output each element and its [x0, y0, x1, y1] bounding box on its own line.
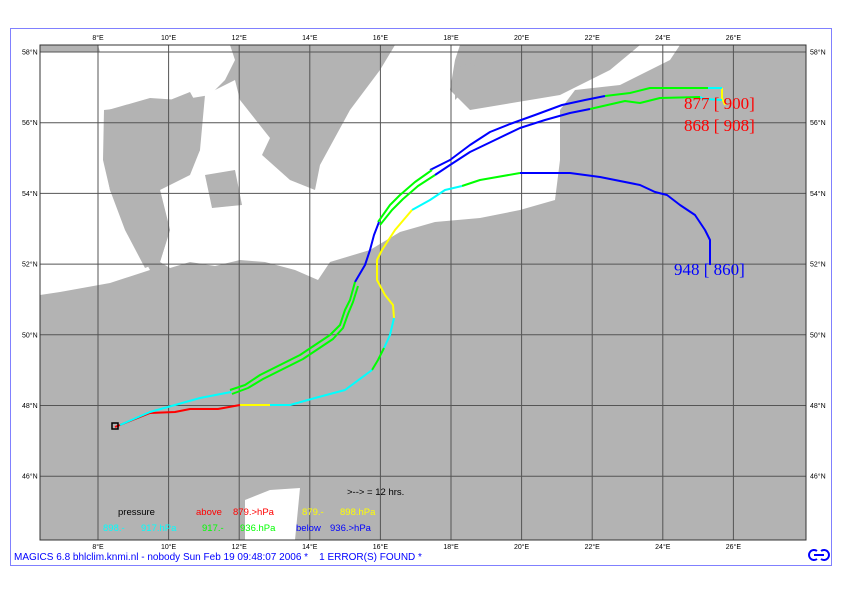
track-877-green — [604, 87, 708, 97]
lon-label-top: 20°E — [514, 34, 530, 42]
track-948-cyan3 — [270, 369, 373, 406]
lon-label-bottom: 26°E — [726, 543, 742, 551]
track-948-blue — [520, 172, 711, 265]
track-common-blue — [354, 221, 380, 283]
lat-label-left: 56°N — [22, 119, 38, 127]
lat-label-right: 52°N — [810, 261, 826, 269]
axis-labels: 8°E 8°E 10°E 10°E 12°E 12°E 14°E 14°E 16°E 16°E 18… — [22, 34, 826, 551]
track-948-green2 — [371, 347, 385, 371]
legend-below-value: 936.>hPa — [330, 523, 372, 534]
north-sea — [40, 45, 235, 295]
track-common-green2-b — [231, 285, 359, 395]
legend-green-high: 936.hPa — [240, 523, 276, 534]
gotland — [455, 62, 475, 100]
legend-title: pressure — [118, 507, 155, 518]
danish-islands — [205, 170, 242, 208]
footer-status: MAGICS 6.8 bhlclim.knmi.nl - nobody Sun … — [14, 552, 422, 563]
lon-label-top: 10°E — [161, 34, 177, 42]
lat-label-left: 46°N — [22, 473, 38, 481]
origin-marker — [111, 422, 119, 430]
lat-label-right: 46°N — [810, 473, 826, 481]
legend-cyan-high: 917.hPa — [141, 523, 177, 534]
grid-lines — [40, 45, 806, 540]
lon-label-bottom: 24°E — [655, 543, 671, 551]
track-common-green — [377, 169, 433, 223]
lon-label-bottom: 14°E — [302, 543, 318, 551]
lat-label-right: 58°N — [810, 49, 826, 57]
lat-label-left: 54°N — [22, 190, 38, 198]
lon-label-top: 14°E — [302, 34, 318, 42]
lat-label-right: 48°N — [810, 402, 826, 410]
legend-yellow-low: 879.- — [302, 507, 324, 518]
lon-label-bottom: 22°E — [585, 543, 601, 551]
track-common-green-b — [379, 174, 436, 226]
plot-border — [39, 44, 807, 541]
baltic-sea — [160, 45, 680, 280]
lon-label-top: 22°E — [585, 34, 601, 42]
lon-label-top: 24°E — [655, 34, 671, 42]
track-868-blue — [434, 108, 591, 176]
lat-label-left: 52°N — [22, 261, 38, 269]
track-868-cyan — [699, 96, 723, 101]
track-948-cyan2 — [383, 317, 395, 349]
lon-label-top: 26°E — [726, 34, 742, 42]
lon-label-bottom: 10°E — [161, 543, 177, 551]
track-label-877: 877 [ 900] — [684, 94, 755, 113]
lat-label-left: 50°N — [22, 331, 38, 339]
lon-label-bottom: 18°E — [443, 543, 459, 551]
lat-label-right: 54°N — [810, 190, 826, 198]
legend-yellow-high: 898.hPa — [340, 507, 376, 518]
lon-label-bottom: 16°E — [373, 543, 389, 551]
track-877-yellow — [721, 88, 726, 106]
track-877-blue — [429, 95, 606, 171]
track-948-green — [461, 172, 521, 187]
lon-label-bottom: 12°E — [232, 543, 248, 551]
legend-cyan-low: 898.- — [103, 523, 125, 534]
lat-label-right: 56°N — [810, 119, 826, 127]
lon-label-bottom: 20°E — [514, 543, 530, 551]
track-common-green2 — [229, 281, 356, 391]
legend-green-low: 917.- — [202, 523, 224, 534]
lat-label-left: 58°N — [22, 49, 38, 57]
legend-below: below — [296, 523, 321, 534]
legend-time-step: >--> = 12 hrs. — [347, 487, 404, 498]
lon-label-top: 8°E — [92, 34, 104, 42]
legend-above-value: 879.>hPa — [233, 507, 275, 518]
track-common-cyan — [119, 391, 232, 426]
lat-label-right: 50°N — [810, 331, 826, 339]
ecmwf-logo — [808, 549, 830, 561]
track-948-cyan — [411, 185, 463, 211]
page-frame — [10, 28, 832, 566]
lon-label-top: 12°E — [232, 34, 248, 42]
adriatic-sea — [245, 488, 300, 540]
legend-above: above — [196, 507, 222, 518]
denmark — [103, 92, 200, 268]
lat-label-left: 48°N — [22, 402, 38, 410]
track-948-yellow — [376, 209, 413, 319]
lon-label-top: 16°E — [373, 34, 389, 42]
track-label-948: 948 [ 860] — [674, 260, 745, 279]
lon-label-top: 18°E — [443, 34, 459, 42]
lon-label-bottom: 8°E — [92, 543, 104, 551]
track-868-green — [589, 96, 701, 110]
track-label-868: 868 [ 908] — [684, 116, 755, 135]
